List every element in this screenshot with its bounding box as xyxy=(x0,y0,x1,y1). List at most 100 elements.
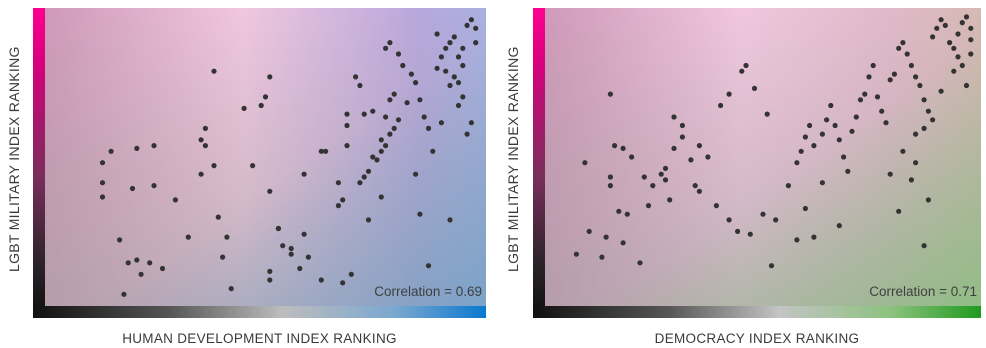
data-point xyxy=(215,214,221,220)
data-point xyxy=(185,234,191,240)
data-point xyxy=(387,131,393,137)
data-point xyxy=(464,22,470,28)
data-point xyxy=(305,254,311,260)
data-point xyxy=(963,82,970,89)
data-point xyxy=(99,160,106,166)
scatter-points xyxy=(99,17,479,297)
data-point xyxy=(340,280,346,286)
data-point xyxy=(391,91,397,97)
data-point xyxy=(819,180,825,186)
data-point xyxy=(335,180,341,186)
x-axis-label: DEMOCRACY INDEX RANKING xyxy=(654,331,860,346)
data-point xyxy=(908,62,914,69)
data-point xyxy=(417,97,423,103)
data-point xyxy=(460,45,466,51)
data-point xyxy=(896,208,902,214)
data-point xyxy=(802,134,808,140)
correlation-annotation: Correlation = 0.71 xyxy=(869,284,977,299)
data-point xyxy=(134,145,140,151)
data-point xyxy=(739,68,745,74)
data-point xyxy=(938,88,944,94)
data-point xyxy=(361,174,367,180)
data-point xyxy=(620,145,626,151)
data-point xyxy=(913,131,919,137)
data-point xyxy=(607,174,613,180)
data-point xyxy=(828,102,834,109)
chart-panel-democracy: Correlation = 0.71 LGBT MILITARY INDEX R… xyxy=(493,0,986,348)
data-point xyxy=(726,91,732,97)
data-point xyxy=(959,62,965,69)
data-point xyxy=(460,94,466,100)
data-point xyxy=(455,80,462,86)
data-point xyxy=(658,171,664,177)
data-point xyxy=(913,160,919,166)
data-point xyxy=(395,117,402,123)
data-point xyxy=(607,183,613,189)
data-point xyxy=(417,211,423,217)
data-point xyxy=(159,265,166,272)
data-point xyxy=(378,148,384,154)
data-point xyxy=(845,168,851,174)
data-point xyxy=(224,234,230,240)
data-point xyxy=(413,171,419,177)
plot-area: Correlation = 0.71 xyxy=(545,8,981,306)
data-point xyxy=(288,251,294,257)
data-point xyxy=(573,251,579,257)
data-point xyxy=(220,254,226,260)
data-point xyxy=(365,217,372,223)
x-axis-label: HUMAN DEVELOPMENT INDEX RANKING xyxy=(122,331,397,346)
data-point xyxy=(913,74,919,80)
data-point xyxy=(650,183,656,189)
data-point xyxy=(378,194,384,200)
data-point xyxy=(129,185,136,192)
data-point xyxy=(887,77,893,83)
data-point xyxy=(866,74,872,80)
data-point xyxy=(202,125,208,131)
data-point xyxy=(250,163,256,169)
data-point xyxy=(447,217,453,223)
data-point xyxy=(951,45,957,51)
data-point xyxy=(887,171,893,177)
data-point xyxy=(747,231,753,237)
y-axis-gradient-bar xyxy=(33,8,45,312)
data-point xyxy=(198,137,204,143)
data-point xyxy=(395,51,402,57)
data-point xyxy=(151,183,157,189)
data-point xyxy=(849,128,855,134)
data-point xyxy=(607,91,613,97)
data-point xyxy=(921,125,927,131)
data-point xyxy=(258,102,264,109)
data-point xyxy=(280,243,286,249)
data-point xyxy=(968,37,974,43)
x-axis-gradient-bar xyxy=(533,306,981,318)
data-point xyxy=(451,34,457,40)
data-point xyxy=(603,234,609,240)
data-point xyxy=(896,45,902,51)
data-point xyxy=(671,114,677,120)
data-point xyxy=(938,17,944,23)
data-point xyxy=(125,260,131,266)
data-point xyxy=(443,68,449,74)
data-point xyxy=(811,143,817,149)
data-point xyxy=(99,180,106,186)
data-point xyxy=(836,223,842,229)
data-point xyxy=(904,51,910,57)
data-point xyxy=(413,80,419,86)
data-point xyxy=(857,97,864,103)
data-point xyxy=(318,277,324,283)
data-point xyxy=(891,71,897,77)
data-point xyxy=(275,225,281,232)
data-point xyxy=(361,111,367,117)
data-point xyxy=(288,245,294,252)
data-point xyxy=(353,74,359,80)
data-point xyxy=(925,197,931,203)
data-point xyxy=(211,68,217,74)
data-point xyxy=(667,197,673,203)
data-point xyxy=(400,62,406,69)
data-point xyxy=(645,203,652,209)
correlation-annotation: Correlation = 0.69 xyxy=(374,284,482,299)
data-point xyxy=(802,205,808,212)
data-point xyxy=(370,154,376,160)
data-point xyxy=(108,148,114,154)
data-point xyxy=(198,171,204,177)
